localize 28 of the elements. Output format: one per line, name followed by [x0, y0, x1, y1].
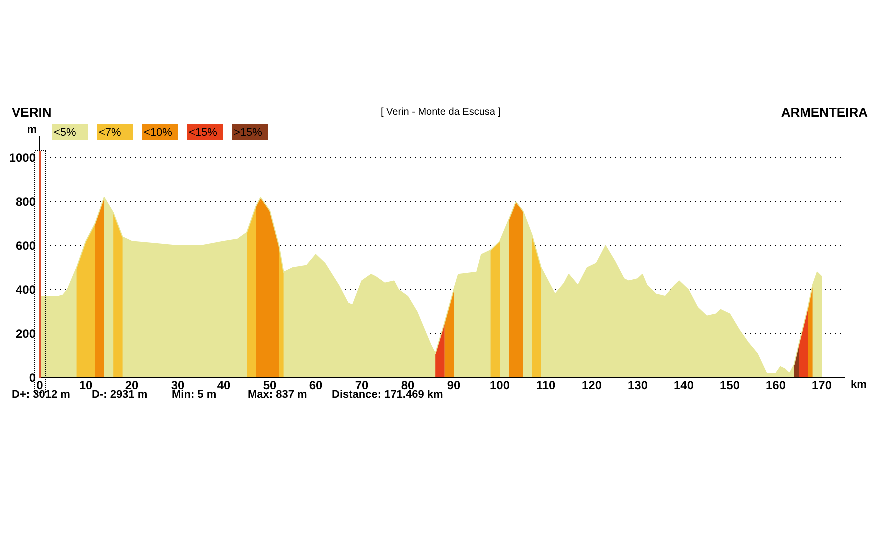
- x-tick-label: 120: [582, 378, 602, 393]
- x-tick-label: 10: [79, 378, 93, 393]
- text: <7%: [99, 127, 122, 139]
- x-tick-label: 110: [536, 378, 556, 393]
- chart-title: [ Verin - Monte da Escusa ]: [380, 107, 502, 118]
- x-axis-title: km: [851, 379, 868, 391]
- text: ARMENTEIRA: [781, 105, 869, 120]
- text: <5%: [54, 127, 77, 139]
- x-tick-label: 90: [447, 378, 461, 393]
- y-tick-label: 600: [16, 238, 36, 253]
- x-tick-label: 40: [217, 378, 231, 393]
- x-tick-label: 70: [355, 378, 369, 393]
- text: >15%: [234, 127, 263, 139]
- text: VERIN: [12, 105, 52, 120]
- y-tick-label: 1000: [9, 150, 36, 165]
- x-tick-label: 140: [674, 378, 694, 393]
- y-tick-label: 800: [16, 194, 36, 209]
- text: <15%: [189, 127, 218, 139]
- x-tick-label: 150: [720, 378, 740, 393]
- x-tick-label: 60: [309, 378, 323, 393]
- x-tick-label: 130: [628, 378, 648, 393]
- y-tick-label: 400: [16, 282, 36, 297]
- x-tick-label: 100: [490, 378, 510, 393]
- x-tick-label: 170: [812, 378, 832, 393]
- x-tick-label: 160: [766, 378, 786, 393]
- y-tick-label: 200: [16, 326, 36, 341]
- y-axis-title: m: [27, 124, 38, 136]
- text: <10%: [144, 127, 173, 139]
